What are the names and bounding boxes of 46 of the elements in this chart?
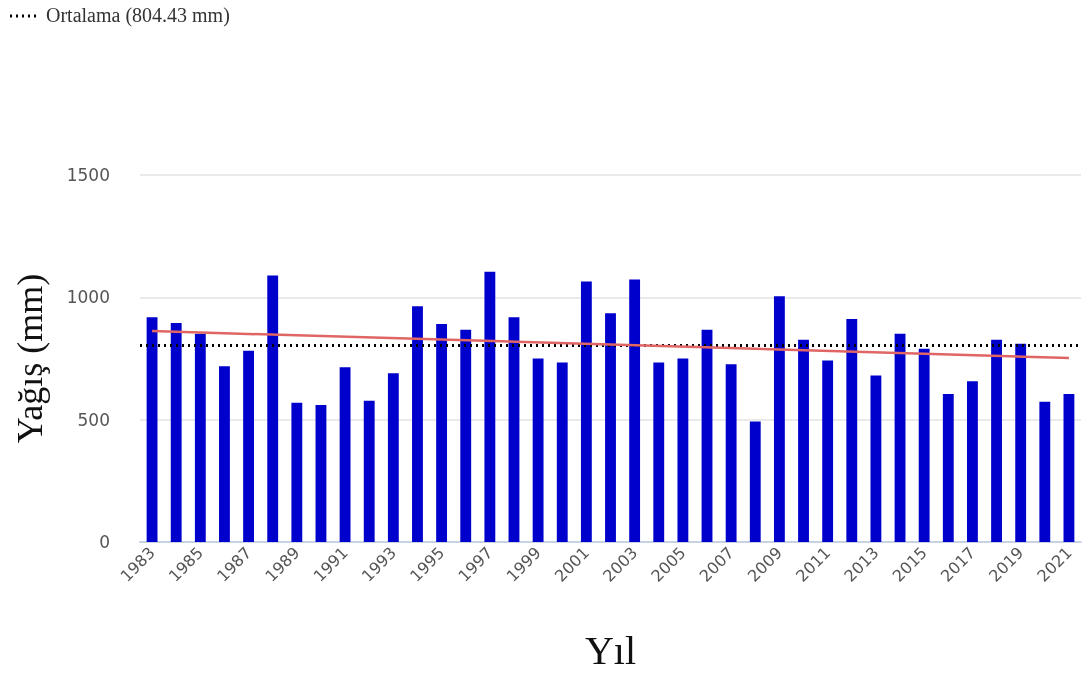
bar <box>991 339 1002 542</box>
bar <box>870 375 882 542</box>
y-axis-title: Yağış (mm) <box>10 273 50 444</box>
bar <box>556 362 568 542</box>
bar <box>219 366 230 542</box>
bar <box>484 271 496 542</box>
bar <box>846 319 858 542</box>
y-tick-label: 500 <box>77 409 110 430</box>
bar <box>436 324 448 542</box>
bar <box>339 367 351 542</box>
bar <box>773 296 785 542</box>
y-tick-label: 1000 <box>66 287 110 308</box>
bar <box>966 381 978 542</box>
bar <box>653 362 665 542</box>
bar <box>315 404 327 542</box>
bar <box>1015 343 1027 542</box>
x-axis-title: Yıl <box>584 627 637 673</box>
bar <box>412 306 423 542</box>
bar <box>291 402 303 542</box>
bar <box>532 358 544 542</box>
bar <box>798 339 809 542</box>
bar <box>701 329 713 542</box>
bar <box>942 393 954 542</box>
bar <box>677 358 689 542</box>
bar <box>146 317 158 542</box>
y-tick-label: 1500 <box>66 165 110 185</box>
bar <box>605 313 616 542</box>
bar <box>822 360 834 542</box>
bar <box>1063 393 1075 542</box>
bar <box>267 275 279 542</box>
bar <box>387 373 399 542</box>
bar <box>460 329 472 542</box>
bar <box>580 281 592 542</box>
bar <box>194 333 206 542</box>
legend-label: Ortalama (804.43 mm) <box>46 4 230 27</box>
bar <box>508 317 520 542</box>
bar <box>918 348 930 542</box>
bar <box>1039 401 1051 542</box>
bar <box>170 323 182 542</box>
bar <box>894 333 906 542</box>
bar <box>363 400 375 542</box>
bar <box>629 279 641 542</box>
y-tick-label: 0 <box>99 532 110 552</box>
bar <box>243 350 255 542</box>
bar <box>725 364 737 542</box>
bar <box>749 421 761 542</box>
